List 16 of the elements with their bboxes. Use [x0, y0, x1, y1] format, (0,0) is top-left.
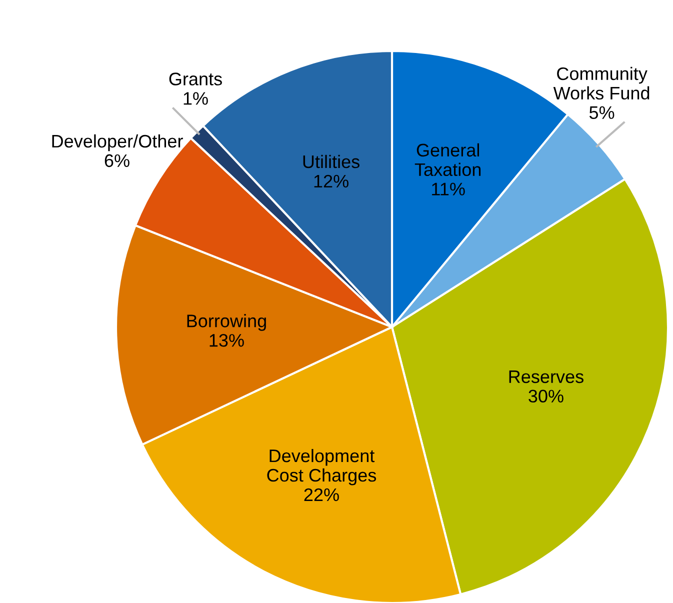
data-label: 22% [304, 488, 339, 502]
data-label: 30% [528, 390, 564, 403]
data-label: 5% [589, 106, 614, 120]
slice-label: Development Cost Charges [267, 448, 376, 486]
slice-label: Utilities [303, 154, 360, 168]
slice-label: Developer/Other [52, 134, 183, 152]
slice-label: Reserves [509, 370, 584, 384]
slice-label: General Taxation [414, 143, 481, 176]
data-label: 6% [104, 154, 130, 168]
data-label: 1% [184, 92, 208, 105]
slice-label: Grants [169, 72, 222, 86]
data-label: 13% [210, 334, 244, 347]
data-label: 11% [432, 182, 465, 196]
slice-label: Borrowing [187, 314, 266, 331]
data-label: 12% [314, 174, 348, 188]
slice-label: Community Works Fund [553, 66, 650, 100]
